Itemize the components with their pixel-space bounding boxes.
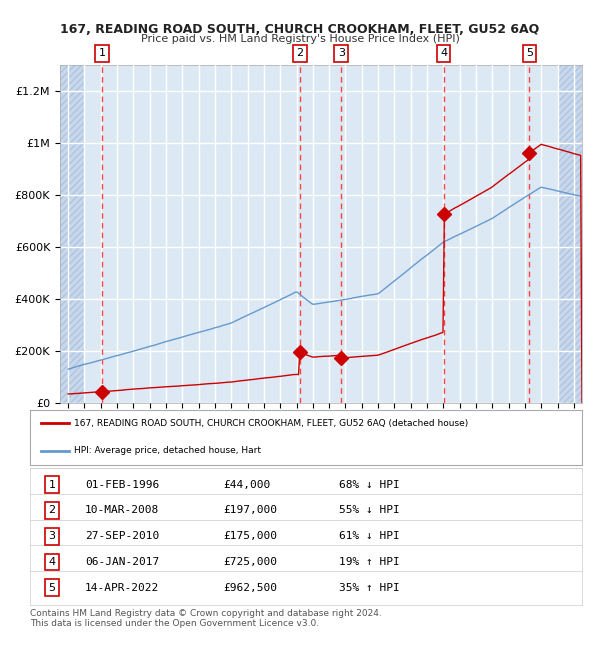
Text: 61% ↓ HPI: 61% ↓ HPI bbox=[339, 531, 400, 541]
Text: 4: 4 bbox=[49, 557, 56, 567]
Text: 55% ↓ HPI: 55% ↓ HPI bbox=[339, 506, 400, 515]
Bar bbox=[557, 65, 582, 403]
Text: 01-FEB-1996: 01-FEB-1996 bbox=[85, 480, 160, 489]
Text: £175,000: £175,000 bbox=[223, 531, 277, 541]
Text: 10-MAR-2008: 10-MAR-2008 bbox=[85, 506, 160, 515]
Text: £197,000: £197,000 bbox=[223, 506, 277, 515]
Text: 3: 3 bbox=[49, 531, 56, 541]
Text: 68% ↓ HPI: 68% ↓ HPI bbox=[339, 480, 400, 489]
Text: 14-APR-2022: 14-APR-2022 bbox=[85, 583, 160, 593]
Text: 27-SEP-2010: 27-SEP-2010 bbox=[85, 531, 160, 541]
Text: 167, READING ROAD SOUTH, CHURCH CROOKHAM, FLEET, GU52 6AQ: 167, READING ROAD SOUTH, CHURCH CROOKHAM… bbox=[61, 23, 539, 36]
Text: 35% ↑ HPI: 35% ↑ HPI bbox=[339, 583, 400, 593]
Text: 19% ↑ HPI: 19% ↑ HPI bbox=[339, 557, 400, 567]
Text: 4: 4 bbox=[440, 48, 447, 58]
Text: 167, READING ROAD SOUTH, CHURCH CROOKHAM, FLEET, GU52 6AQ (detached house): 167, READING ROAD SOUTH, CHURCH CROOKHAM… bbox=[74, 419, 469, 428]
Text: Price paid vs. HM Land Registry's House Price Index (HPI): Price paid vs. HM Land Registry's House … bbox=[140, 34, 460, 44]
Text: £725,000: £725,000 bbox=[223, 557, 277, 567]
Text: 1: 1 bbox=[49, 480, 56, 489]
Bar bbox=[60, 65, 85, 403]
Text: HPI: Average price, detached house, Hart: HPI: Average price, detached house, Hart bbox=[74, 447, 261, 456]
Text: 5: 5 bbox=[49, 583, 56, 593]
Text: £962,500: £962,500 bbox=[223, 583, 277, 593]
Text: 3: 3 bbox=[338, 48, 345, 58]
Text: 06-JAN-2017: 06-JAN-2017 bbox=[85, 557, 160, 567]
Text: 2: 2 bbox=[49, 506, 56, 515]
Text: £44,000: £44,000 bbox=[223, 480, 271, 489]
Text: 1: 1 bbox=[98, 48, 106, 58]
Text: Contains HM Land Registry data © Crown copyright and database right 2024.
This d: Contains HM Land Registry data © Crown c… bbox=[30, 609, 382, 629]
Text: 2: 2 bbox=[296, 48, 303, 58]
Text: 5: 5 bbox=[526, 48, 533, 58]
